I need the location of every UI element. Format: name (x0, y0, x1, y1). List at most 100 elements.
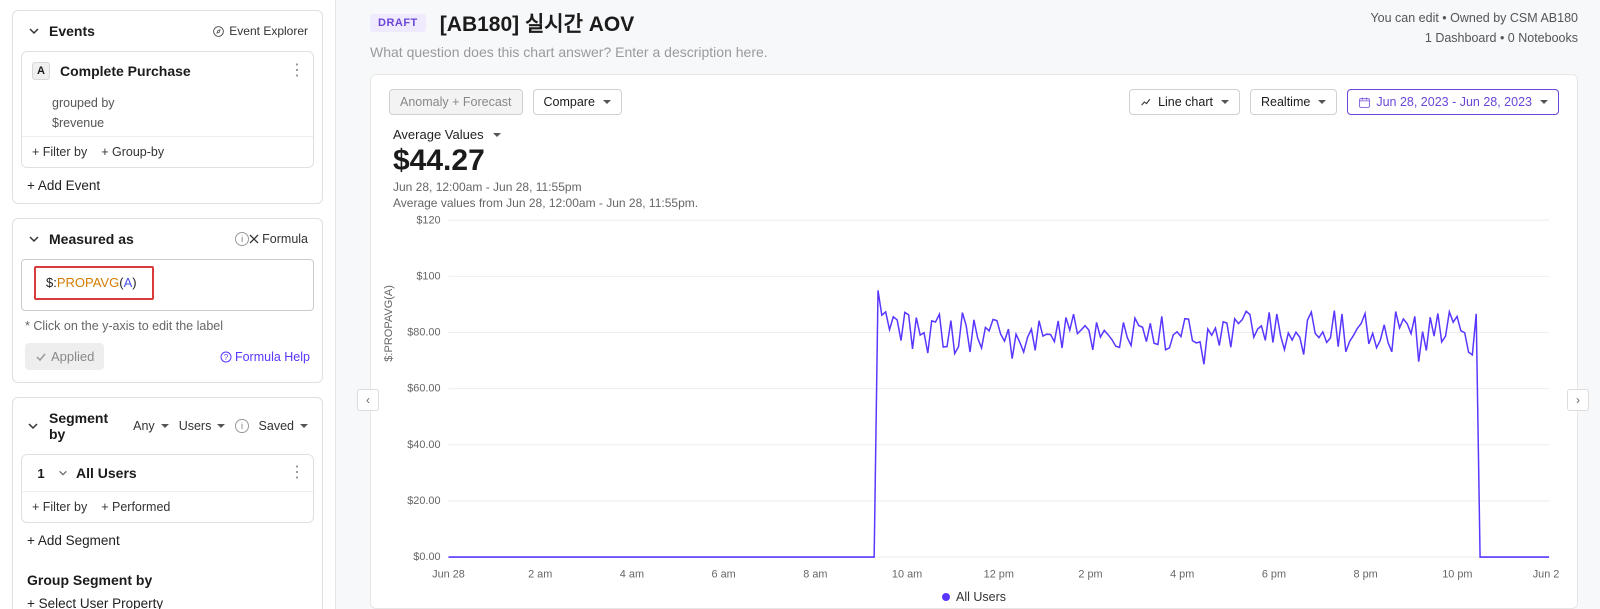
info-icon[interactable]: i (235, 232, 249, 246)
events-title: Events (49, 23, 212, 39)
chart-description[interactable]: What question does this chart answer? En… (370, 44, 1370, 60)
add-filter-link[interactable]: + Filter by (32, 500, 87, 514)
svg-text:$20.00: $20.00 (407, 495, 440, 507)
formula-prefix: $: (46, 275, 57, 290)
svg-text:$0.00: $0.00 (413, 551, 440, 563)
add-filter-link[interactable]: + Filter by (32, 145, 87, 159)
svg-text:Jun 28: Jun 28 (432, 569, 465, 581)
chart-legend[interactable]: All Users (389, 586, 1559, 604)
info-icon[interactable]: i (235, 419, 248, 433)
formula-fn: PROPAVG (57, 275, 119, 290)
kebab-icon[interactable]: ⋮ (289, 67, 303, 75)
formula-help-link[interactable]: ? Formula Help (220, 350, 310, 364)
legend-label: All Users (956, 590, 1006, 604)
segment-saved-dropdown[interactable]: Saved (259, 419, 308, 433)
event-explorer-label: Event Explorer (229, 24, 308, 38)
svg-text:$60.00: $60.00 (407, 383, 440, 395)
add-event-link[interactable]: + Add Event (13, 168, 322, 203)
svg-text:2 pm: 2 pm (1078, 569, 1102, 581)
events-panel: Events Event Explorer A Complete Purchas… (12, 10, 323, 204)
formula-arg: A (124, 275, 133, 290)
chart-type-dropdown[interactable]: Line chart (1129, 89, 1240, 115)
grouped-by-value[interactable]: $revenue (22, 116, 313, 136)
main-area: DRAFT [AB180] 실시간 AOV What question does… (336, 0, 1600, 609)
chart-title[interactable]: [AB180] 실시간 AOV (440, 8, 635, 38)
y-axis-label[interactable]: $:PROPAVG(A) (383, 285, 395, 362)
svg-text:8 am: 8 am (803, 569, 827, 581)
help-icon: ? (220, 351, 232, 363)
applied-label: Applied (51, 349, 94, 364)
chart-prev-button[interactable]: ‹ (357, 389, 379, 411)
applied-row: Applied ? Formula Help (13, 339, 322, 382)
svg-text:10 pm: 10 pm (1442, 569, 1472, 581)
metric-range: Jun 28, 12:00am - Jun 28, 11:55pm (393, 180, 1559, 194)
segment-row-header[interactable]: 1 All Users ⋮ (22, 455, 313, 491)
svg-text:4 pm: 4 pm (1170, 569, 1194, 581)
group-segment-title: Group Segment by (13, 558, 322, 594)
segment-panel: Segment by Any Users i Saved 1 All Users… (12, 397, 323, 609)
line-chart-icon (1140, 96, 1153, 109)
title-row: DRAFT [AB180] 실시간 AOV (370, 8, 1370, 38)
measured-header[interactable]: Measured as i Formula (13, 219, 322, 259)
event-name: Complete Purchase (60, 63, 289, 79)
formula-input-wrapper: $:PROPAVG(A) (21, 259, 314, 311)
header-left: DRAFT [AB180] 실시간 AOV What question does… (370, 8, 1370, 60)
chevron-down-icon (27, 232, 41, 246)
svg-text:?: ? (224, 353, 229, 362)
svg-text:4 am: 4 am (620, 569, 644, 581)
realtime-dropdown[interactable]: Realtime (1250, 89, 1337, 115)
check-icon (35, 351, 47, 363)
add-performed-link[interactable]: + Performed (101, 500, 170, 514)
remove-formula-link[interactable]: Formula (249, 232, 308, 246)
segment-title: Segment by (49, 410, 123, 442)
page-header: DRAFT [AB180] 실시간 AOV What question does… (336, 0, 1600, 64)
measured-panel: Measured as i Formula $:PROPAVG(A) * Cli… (12, 218, 323, 383)
segment-row: 1 All Users ⋮ + Filter by + Performed (21, 454, 314, 523)
date-range-picker[interactable]: Jun 28, 2023 - Jun 28, 2023 (1347, 89, 1559, 115)
applied-button: Applied (25, 343, 104, 370)
add-segment-link[interactable]: + Add Segment (13, 523, 322, 558)
chevron-down-icon (27, 420, 39, 432)
chart-next-button[interactable]: › (1567, 389, 1589, 411)
chart-toolbar: Anomaly + Forecast Compare Line chart Re… (389, 89, 1559, 115)
select-user-property-link[interactable]: + Select User Property (13, 594, 322, 609)
formula-label: Formula (262, 232, 308, 246)
line-chart[interactable]: $0.00$20.00$40.00$60.00$80.00$100$120 Ju… (389, 214, 1559, 586)
segment-users-dropdown[interactable]: Users (179, 419, 226, 433)
event-row-header[interactable]: A Complete Purchase ⋮ (22, 52, 313, 90)
events-header[interactable]: Events Event Explorer (13, 11, 322, 51)
formula-input[interactable]: $:PROPAVG(A) (34, 266, 154, 300)
svg-text:$80.00: $80.00 (407, 326, 440, 338)
kebab-icon[interactable]: ⋮ (289, 469, 303, 477)
segment-header[interactable]: Segment by Any Users i Saved (13, 398, 322, 454)
dashboard-note[interactable]: 1 Dashboard • 0 Notebooks (1370, 28, 1578, 48)
segment-any-dropdown[interactable]: Any (133, 419, 169, 433)
event-explorer-link[interactable]: Event Explorer (212, 24, 308, 38)
header-right: You can edit • Owned by CSM AB180 1 Dash… (1370, 8, 1578, 48)
svg-text:$100: $100 (416, 270, 440, 282)
svg-text:6 am: 6 am (712, 569, 736, 581)
chevron-down-icon (27, 24, 41, 38)
date-range-label: Jun 28, 2023 - Jun 28, 2023 (1376, 95, 1532, 109)
svg-text:$40.00: $40.00 (407, 439, 440, 451)
grouped-by-label: grouped by (22, 90, 313, 116)
metric-value: $44.27 (393, 144, 1559, 178)
anomaly-forecast-button[interactable]: Anomaly + Forecast (389, 89, 523, 115)
metric-label-dropdown[interactable]: Average Values (393, 127, 1559, 142)
formula-help-label: Formula Help (235, 350, 310, 364)
chart-type-label: Line chart (1158, 95, 1213, 109)
draft-badge: DRAFT (370, 14, 426, 32)
svg-text:12 pm: 12 pm (984, 569, 1014, 581)
svg-text:Jun 29: Jun 29 (1533, 569, 1559, 581)
event-letter-badge: A (32, 62, 50, 80)
compare-button[interactable]: Compare (533, 89, 622, 115)
close-icon (249, 234, 259, 244)
chart-card: Anomaly + Forecast Compare Line chart Re… (370, 74, 1578, 609)
query-sidebar: Events Event Explorer A Complete Purchas… (0, 0, 336, 609)
segment-filters-row: + Filter by + Performed (22, 491, 313, 522)
measured-title: Measured as (49, 231, 229, 247)
event-filters-row: + Filter by + Group-by (22, 136, 313, 167)
svg-text:8 pm: 8 pm (1354, 569, 1378, 581)
chevron-down-icon (58, 466, 68, 481)
add-groupby-link[interactable]: + Group-by (101, 145, 164, 159)
